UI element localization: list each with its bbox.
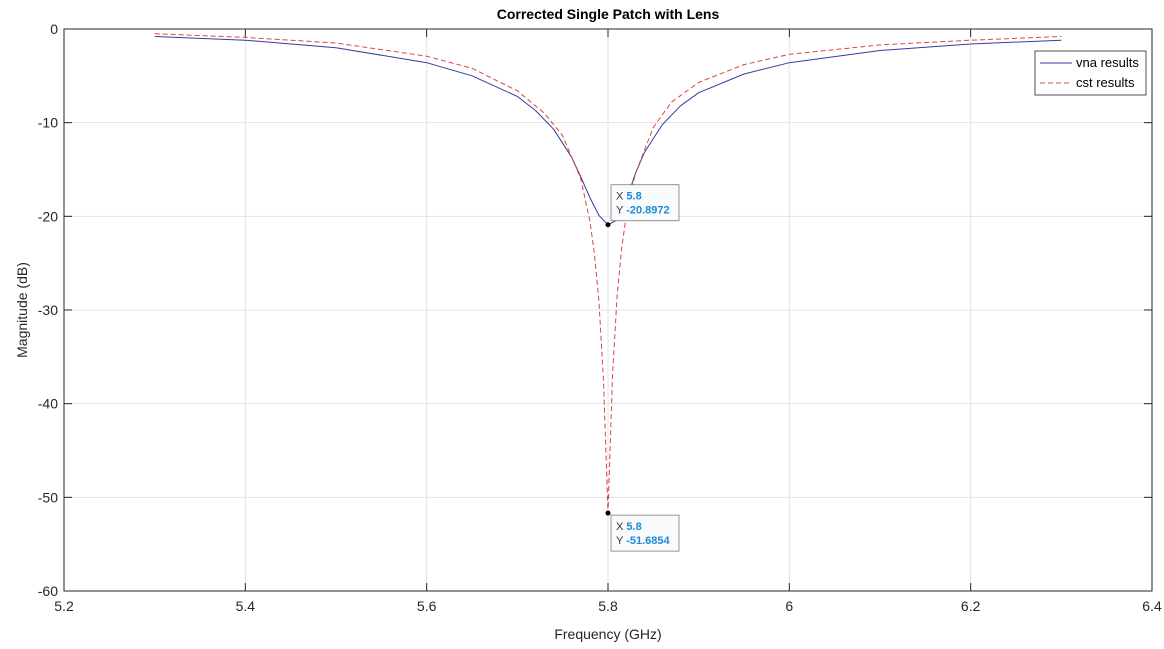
y-tick-label: -60 bbox=[38, 583, 58, 599]
y-tick-label: -10 bbox=[38, 115, 58, 131]
axis-ticks: 5.2 5.4 5.6 5.8 6 6.2 6.4 -60 -50 -40 -30 -20 -10 0 bbox=[38, 21, 1162, 614]
datatip-x-row: X 5.8 bbox=[616, 191, 642, 203]
x-tick-label: 6 bbox=[785, 598, 793, 614]
y-tick-label: 0 bbox=[50, 21, 58, 37]
datatip-y-row: Y -20.8972 bbox=[616, 205, 670, 217]
y-axis-label: Magnitude (dB) bbox=[14, 262, 30, 358]
datatip-box bbox=[610, 184, 680, 222]
legend-box bbox=[1034, 50, 1147, 96]
datatips: X 5.8 Y -20.8972 X 5.8 Y -51.6854 bbox=[605, 184, 680, 552]
y-tick-label: -20 bbox=[38, 208, 58, 224]
x-tick-label: 5.4 bbox=[236, 598, 256, 614]
x-axis-label: Frequency (GHz) bbox=[554, 626, 661, 642]
y-tick-label: -30 bbox=[38, 302, 58, 318]
y-tick-label: -40 bbox=[38, 396, 58, 412]
x-tick-label: 5.2 bbox=[54, 598, 74, 614]
datatip-marker bbox=[605, 510, 611, 516]
x-tick-label: 6.2 bbox=[961, 598, 981, 614]
y-tick-label: -50 bbox=[38, 489, 58, 505]
datatip-x-row: X 5.8 bbox=[616, 521, 642, 533]
legend-label-cst: cst results bbox=[1076, 75, 1135, 90]
x-tick-label: 5.8 bbox=[598, 598, 618, 614]
datatip-box bbox=[610, 514, 680, 552]
legend-label-vna: vna results bbox=[1076, 55, 1139, 70]
x-tick-label: 6.4 bbox=[1142, 598, 1162, 614]
datatip-marker bbox=[605, 222, 611, 228]
legend: vna results cst results bbox=[1034, 50, 1147, 96]
datatip-y-row: Y -51.6854 bbox=[616, 535, 671, 547]
chart-title: Corrected Single Patch with Lens bbox=[497, 6, 720, 22]
x-tick-label: 5.6 bbox=[417, 598, 437, 614]
